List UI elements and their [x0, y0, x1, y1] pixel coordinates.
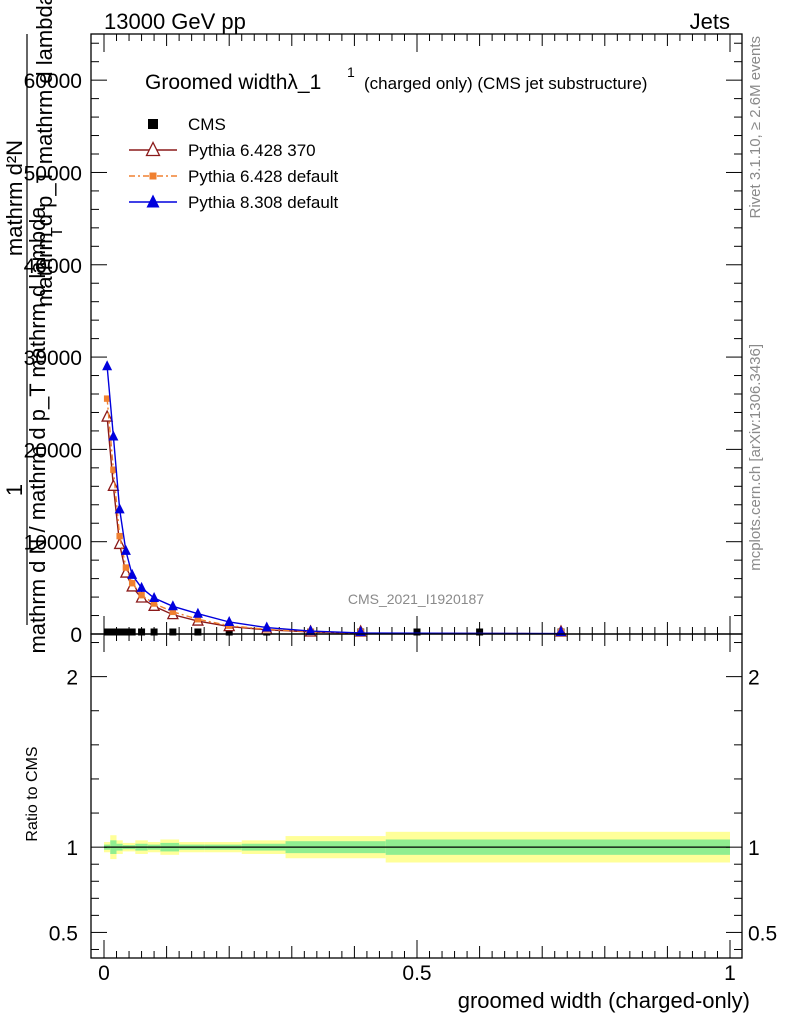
legend-label: Pythia 8.308 default [188, 193, 339, 212]
title-suffix: (charged only) (CMS jet substructure) [364, 74, 647, 93]
ylabel-one: 1 [2, 484, 27, 496]
ratio-ytick-label-right: 1 [748, 837, 760, 860]
data-point [109, 628, 117, 636]
ylabel-denominator-a: mathrm d p_T mathrm d lambda [32, 0, 57, 307]
ratio-ytick-label: 2 [66, 667, 78, 690]
header-energy-label: 13000 GeV pp [104, 9, 246, 34]
legend-marker [145, 141, 161, 157]
data-point [261, 621, 272, 632]
data-point [224, 616, 235, 626]
ratio-panel-frame [90, 633, 743, 959]
legend-marker [146, 194, 160, 208]
data-point [413, 628, 421, 636]
ylabel-denominator-b: mathrm d N / mathrm d p_T mathrm d lambd… [25, 206, 50, 654]
data-point [128, 580, 136, 587]
main-series [101, 360, 568, 637]
ratio-ytick-label-right: 2 [748, 667, 760, 690]
data-point [122, 564, 130, 571]
legend-marker [149, 172, 157, 180]
mcplots-label: mcplots.cern.ch [arXiv:1306.3436] [747, 344, 764, 571]
series-1 [101, 409, 568, 637]
analysis-watermark: CMS_2021_I1920187 [348, 591, 484, 607]
data-point [150, 600, 158, 607]
data-point [127, 568, 138, 579]
data-point [120, 544, 131, 555]
main-ytick-label: 30000 [24, 347, 82, 370]
main-ytick-label: 10000 [24, 532, 82, 555]
data-point [114, 503, 125, 514]
data-point [103, 628, 111, 636]
ratio-ytick-label: 1 [66, 837, 78, 860]
data-point [169, 608, 177, 616]
x-axis-label: groomed width (charged-only) [458, 988, 750, 1013]
main-ytick-label: 0 [70, 624, 82, 647]
data-point [476, 628, 484, 636]
data-point [194, 616, 202, 623]
header-jets-label: Jets [690, 9, 730, 34]
data-point [225, 628, 233, 636]
legend-label: Pythia 6.428 default [188, 167, 339, 186]
ratio-ylabel: Ratio to CMS [24, 746, 41, 841]
ratio-xticks: 0 0.5 1 [98, 634, 736, 985]
data-point [169, 628, 177, 636]
main-ytick-label: 50000 [24, 162, 82, 185]
data-point [194, 628, 202, 636]
data-point [116, 532, 123, 540]
data-point [138, 592, 145, 599]
plot-title: Groomed widthλ_1 1 (charged only) (CMS j… [145, 64, 647, 94]
series-line [106, 398, 561, 635]
legend: CMS Pythia 6.428 370 Pythia 6.428 default P… [129, 115, 339, 212]
data-point [122, 628, 130, 636]
data-point [110, 466, 117, 473]
data-point [305, 625, 316, 636]
data-point [192, 607, 203, 618]
main-ytick-label: 60000 [24, 70, 82, 93]
data-point [116, 628, 124, 636]
main-yticks: 0 10000 20000 30000 40000 50000 60000 [24, 42, 742, 647]
data-point [108, 430, 119, 441]
rivet-version-label: Rivet 3.1.10, ≥ 2.6M events [747, 36, 764, 219]
x-tick-label: 0 [98, 962, 110, 985]
main-ylabel: mathrm d²N 1 mathrm d p_T mathrm d lambd… [2, 0, 66, 654]
legend-label: CMS [188, 115, 226, 134]
data-point [150, 628, 158, 636]
title-superscript: 1 [347, 64, 355, 80]
x-tick-label: 1 [724, 962, 736, 985]
data-point [103, 395, 111, 402]
data-point [136, 581, 147, 592]
series-line [106, 366, 561, 635]
main-ytick-label: 40000 [24, 255, 82, 278]
legend-label: Pythia 6.428 370 [188, 141, 316, 160]
x-tick-label: 0.5 [402, 962, 431, 985]
legend-marker [148, 119, 158, 129]
ylabel-numerator: mathrm d²N [2, 140, 27, 256]
data-point [128, 628, 136, 636]
data-point [101, 409, 114, 422]
data-point [167, 600, 178, 611]
data-point [138, 628, 146, 636]
ylabel-subscript: T [49, 227, 66, 237]
data-point [102, 360, 113, 371]
ratio-ytick-label: 0.5 [49, 922, 78, 945]
data-point [107, 478, 120, 491]
data-point [113, 537, 126, 550]
main-ytick-label: 20000 [24, 439, 82, 462]
title-main: Groomed widthλ_1 [145, 71, 321, 94]
series-2 [103, 395, 565, 636]
data-point [149, 592, 160, 602]
ratio-ytick-label-right: 0.5 [748, 922, 777, 945]
series-line [106, 417, 561, 635]
ratio-yticks: 0.5 0.5 1 1 2 2 [49, 642, 777, 950]
series-3 [102, 360, 566, 636]
